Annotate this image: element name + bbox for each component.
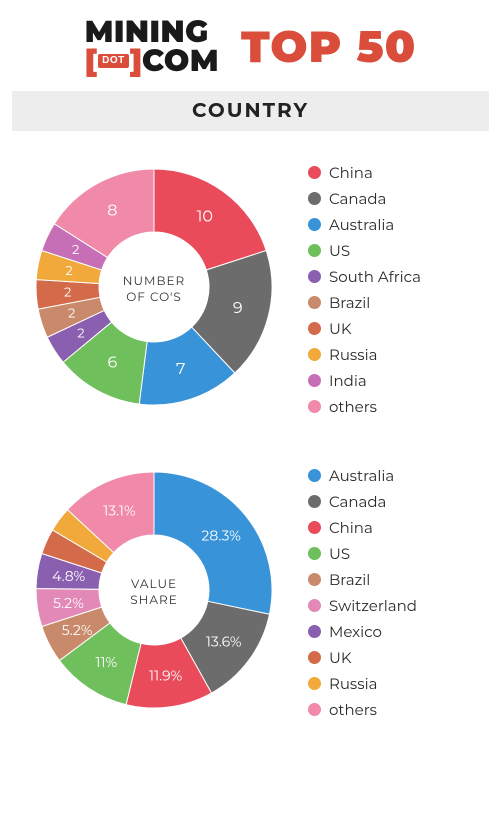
legend-label: others xyxy=(329,397,377,416)
legend-swatch xyxy=(308,599,321,612)
legend-item: South Africa xyxy=(308,267,421,286)
legend-item: UK xyxy=(308,319,421,338)
donut-wrap-1: 10976222228 NUMBEROF CO'S xyxy=(14,147,294,432)
legend-label: India xyxy=(329,371,367,390)
chart-number-of-cos: 10976222228 NUMBEROF CO'S ChinaCanadaAus… xyxy=(0,141,501,444)
legend-item: Canada xyxy=(308,189,421,208)
logo-bracket-open: [ xyxy=(85,47,97,76)
logo: MINING [ DOT ] COM xyxy=(85,18,219,75)
logo-com: COM xyxy=(142,47,219,76)
section-title: COUNTRY xyxy=(192,99,309,123)
title-top50: TOP 50 xyxy=(241,20,416,74)
legend-label: Russia xyxy=(329,345,377,364)
legend-label: others xyxy=(329,700,377,719)
donut-center-label-2: VALUESHARE xyxy=(130,576,177,608)
donut-slice-label: 8 xyxy=(107,202,117,221)
donut-slice-label: 13.6% xyxy=(206,632,242,650)
legend-item: Mexico xyxy=(308,622,417,641)
donut-slice-label: 2 xyxy=(64,284,71,300)
donut-slice-label: 7 xyxy=(176,360,185,379)
donut-slice-label: 9 xyxy=(233,299,243,318)
donut-slice-label: 28.3% xyxy=(201,526,241,544)
legend-label: UK xyxy=(329,648,352,667)
donut-slice-label: 5.2% xyxy=(53,594,84,612)
donut-slice-label: 11.9% xyxy=(149,667,183,685)
donut-slice-label: 2 xyxy=(72,242,79,258)
legend-label: Australia xyxy=(329,466,394,485)
legend-label: China xyxy=(329,163,373,182)
legend-swatch xyxy=(308,348,321,361)
legend-1: China Canada Australia US South Africa Brazil… xyxy=(302,163,421,416)
legend-label: UK xyxy=(329,319,352,338)
donut-slice-label: 10 xyxy=(197,208,213,227)
legend-swatch xyxy=(308,270,321,283)
legend-label: Russia xyxy=(329,674,377,693)
donut-slice-label: 2 xyxy=(77,325,84,341)
legend-label: China xyxy=(329,518,373,537)
legend-item: UK xyxy=(308,648,417,667)
legend-swatch xyxy=(308,322,321,335)
chart-value-share: 28.3%13.6%11.9%11%5.2%5.2%4.8%13.1% VALU… xyxy=(0,444,501,747)
legend-swatch xyxy=(308,573,321,586)
header: MINING [ DOT ] COM TOP 50 xyxy=(0,0,501,85)
legend-swatch xyxy=(308,651,321,664)
section-title-bar: COUNTRY xyxy=(12,91,489,131)
legend-label: Canada xyxy=(329,492,386,511)
legend-item: Australia xyxy=(308,215,421,234)
legend-item: Switzerland xyxy=(308,596,417,615)
legend-swatch xyxy=(308,495,321,508)
legend-swatch xyxy=(308,703,321,716)
legend-label: Brazil xyxy=(329,293,370,312)
donut-slice-label: 2 xyxy=(68,306,75,322)
legend-swatch xyxy=(308,244,321,257)
legend-item: US xyxy=(308,544,417,563)
legend-label: US xyxy=(329,241,350,260)
legend-item: China xyxy=(308,518,417,537)
legend-swatch xyxy=(308,521,321,534)
legend-label: US xyxy=(329,544,350,563)
legend-label: Canada xyxy=(329,189,386,208)
legend-label: Mexico xyxy=(329,622,382,641)
legend-item: Brazil xyxy=(308,570,417,589)
legend-swatch xyxy=(308,400,321,413)
legend-swatch xyxy=(308,296,321,309)
logo-line2: [ DOT ] COM xyxy=(85,47,219,76)
legend-swatch xyxy=(308,218,321,231)
legend-label: Brazil xyxy=(329,570,370,589)
donut-slice-label: 11% xyxy=(95,653,117,671)
legend-swatch xyxy=(308,625,321,638)
donut-slice-label: 13.1% xyxy=(103,502,136,520)
legend-swatch xyxy=(308,677,321,690)
legend-item: US xyxy=(308,241,421,260)
legend-2: Australia Canada China US Brazil Switzerland M… xyxy=(302,466,417,719)
legend-label: South Africa xyxy=(329,267,421,286)
legend-item: others xyxy=(308,397,421,416)
donut-slice-label: 5.2% xyxy=(62,621,93,639)
legend-label: Australia xyxy=(329,215,394,234)
logo-dot: DOT xyxy=(98,54,129,68)
legend-swatch xyxy=(308,166,321,179)
legend-label: Switzerland xyxy=(329,596,417,615)
legend-swatch xyxy=(308,469,321,482)
legend-item: China xyxy=(308,163,421,182)
donut-center-label-1: NUMBEROF CO'S xyxy=(123,273,185,305)
legend-item: Australia xyxy=(308,466,417,485)
legend-item: Canada xyxy=(308,492,417,511)
page: MINING [ DOT ] COM TOP 50 COUNTRY 10 9 7 6 2… xyxy=(0,0,501,747)
donut-slice-label: 6 xyxy=(107,353,117,372)
donut-wrap-2: 28.3%13.6%11.9%11%5.2%5.2%4.8%13.1% VALU… xyxy=(14,450,294,735)
donut-slice-label: 4.8% xyxy=(52,567,85,585)
donut-slice-label: 2 xyxy=(65,263,72,279)
legend-item: Russia xyxy=(308,674,417,693)
legend-swatch xyxy=(308,547,321,560)
legend-swatch xyxy=(308,374,321,387)
legend-swatch xyxy=(308,192,321,205)
legend-item: India xyxy=(308,371,421,390)
legend-item: others xyxy=(308,700,417,719)
legend-item: Russia xyxy=(308,345,421,364)
legend-item: Brazil xyxy=(308,293,421,312)
logo-bracket-close: ] xyxy=(130,47,142,76)
